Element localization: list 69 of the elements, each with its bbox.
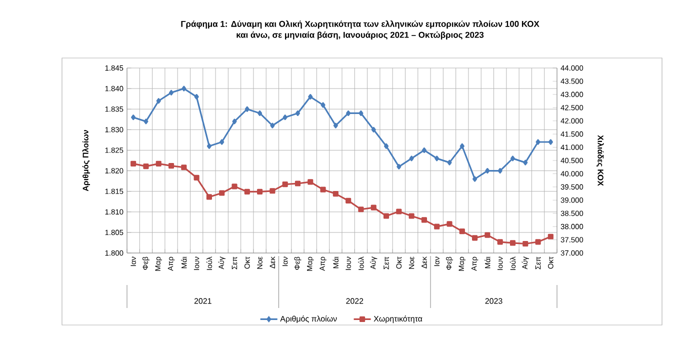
point (422, 147, 427, 154)
point (182, 86, 186, 92)
point (270, 122, 275, 128)
point (459, 228, 465, 234)
point (258, 110, 262, 116)
point (384, 143, 389, 149)
point (295, 110, 300, 116)
point (257, 188, 263, 194)
point (535, 239, 541, 245)
point (434, 224, 440, 230)
point (536, 139, 540, 145)
point (446, 221, 452, 227)
point (206, 194, 212, 200)
point (346, 110, 351, 116)
point (308, 94, 313, 100)
point (371, 126, 376, 132)
point (232, 118, 237, 124)
point (308, 179, 314, 185)
point (156, 160, 162, 166)
point (396, 208, 402, 214)
point (472, 176, 478, 182)
point (131, 114, 136, 120)
point (232, 184, 238, 190)
point (194, 94, 199, 100)
point (472, 235, 478, 241)
point (333, 122, 338, 128)
point (156, 98, 161, 104)
point (168, 162, 174, 169)
point (510, 156, 516, 162)
point (548, 234, 554, 240)
point (460, 143, 464, 149)
point (320, 186, 326, 192)
point (181, 164, 187, 170)
point (358, 110, 364, 116)
point (409, 156, 414, 162)
point (282, 114, 288, 120)
point (498, 168, 502, 174)
point (194, 174, 200, 180)
chart-title: Γράφημα 1: Δύναμη και Ολική Χωρητικότητα των ελληνικών εμπορικών πλοίων 100 ΚΟΧ και άνω, σε μηνιαία βάση, Ιανουάριος 2021 – Οκτώβριος 2023 (181, 20, 540, 40)
point (144, 118, 148, 124)
point (219, 190, 225, 196)
point (497, 239, 503, 245)
point (523, 160, 528, 166)
point (294, 180, 301, 186)
point (168, 90, 174, 96)
point (447, 160, 452, 166)
point (370, 204, 376, 210)
point (522, 240, 528, 247)
point (434, 156, 440, 162)
point (320, 102, 326, 108)
point (383, 213, 390, 219)
point (358, 206, 364, 212)
point (270, 188, 276, 194)
point (220, 139, 224, 145)
point (244, 106, 250, 112)
point (206, 143, 212, 149)
point (282, 181, 288, 188)
point (396, 164, 402, 170)
point (421, 217, 428, 223)
point (408, 213, 414, 219)
point (485, 168, 490, 174)
point (484, 232, 490, 238)
point (130, 160, 136, 166)
point (346, 198, 352, 204)
point (548, 139, 553, 145)
point (510, 240, 516, 246)
point (244, 188, 250, 194)
point (143, 164, 149, 170)
point (332, 191, 338, 197)
